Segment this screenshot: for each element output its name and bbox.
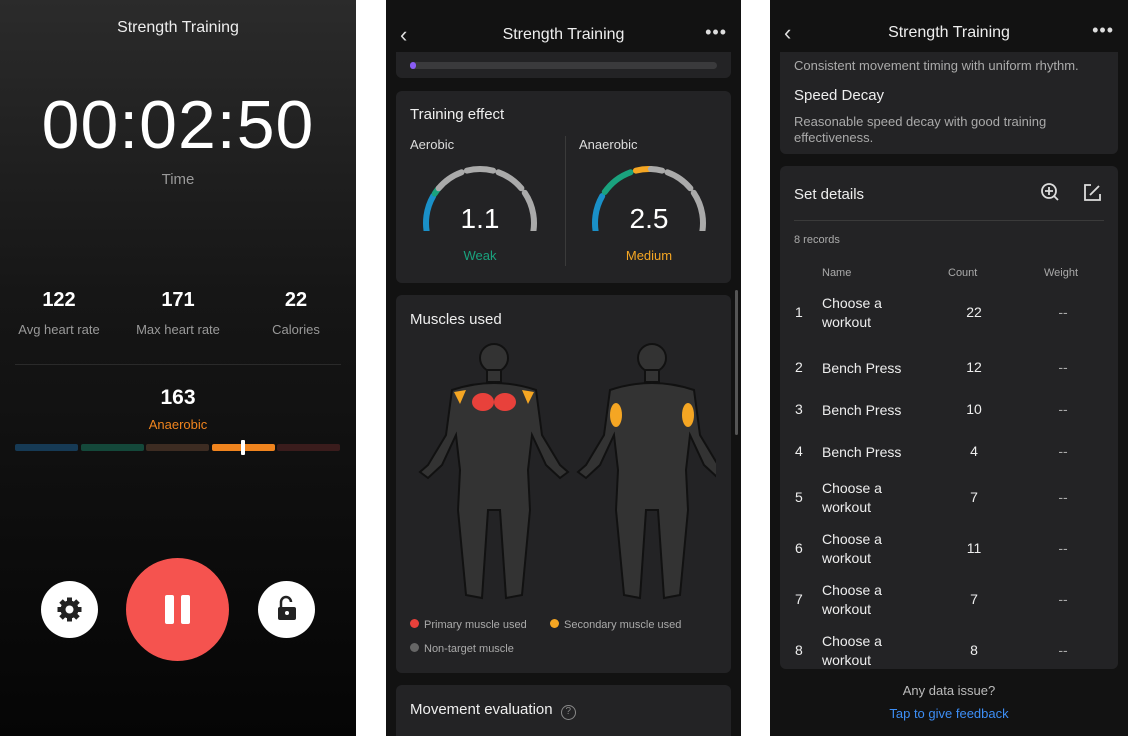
records-count: 8 records [794, 234, 840, 246]
speed-decay-text: Reasonable speed decay with good trainin… [794, 114, 1047, 145]
edit-icon[interactable] [1082, 182, 1102, 202]
stat-value: 171 [161, 289, 195, 311]
more-icon[interactable]: ••• [705, 22, 727, 42]
header: ‹ Strength Training ••• [386, 0, 741, 70]
help-icon[interactable]: ? [560, 705, 576, 720]
progress-bar [410, 62, 717, 69]
zone-segment [146, 444, 210, 451]
muscles-title: Muscles used [410, 311, 502, 328]
zone-segment [15, 444, 78, 451]
training-effect-card: Training effect Aerobic Anaerobic 1.1 2.… [396, 91, 731, 283]
gear-icon [57, 597, 82, 622]
unlock-icon [278, 595, 296, 620]
page-title: Strength Training [888, 24, 1010, 41]
legend-non-target: Non-target muscle [410, 643, 514, 655]
gauge-segment [664, 169, 694, 192]
rhythm-text: Consistent movement timing with uniform … [794, 58, 1079, 73]
stat-label: Calories [272, 322, 320, 337]
set-details-title: Set details [794, 186, 865, 203]
scrollbar[interactable] [735, 290, 738, 435]
set-details-card: Set details 8 records Name Count Weight … [780, 166, 1118, 669]
stat-1: 171 Max heart rate [118, 289, 238, 337]
stat-value: 122 [42, 289, 76, 311]
pause-button[interactable] [126, 558, 229, 661]
front-body [419, 343, 569, 599]
stat-label: Max heart rate [136, 322, 220, 337]
details-screen: Consistent movement timing with uniform … [770, 0, 1128, 736]
training-effect-title: Training effect [410, 106, 505, 123]
lock-button[interactable] [258, 581, 315, 638]
stat-2: 22 Calories [236, 289, 356, 337]
back-icon[interactable]: ‹ [784, 20, 792, 45]
gauge-segment [435, 169, 465, 192]
gauge-segment [463, 166, 497, 174]
zoom-in-icon[interactable] [1040, 182, 1060, 202]
back-icon[interactable]: ‹ [400, 22, 408, 47]
stat-value: 22 [284, 289, 308, 311]
progress-card [396, 52, 731, 78]
gauge-segment [601, 169, 634, 196]
gauge-segment [423, 193, 437, 231]
heart-rate-zone-bar [15, 440, 341, 455]
stat-0: 122 Avg heart rate [0, 289, 119, 337]
divider [565, 136, 566, 266]
anaerobic-gauge [592, 166, 706, 231]
gauge-segment [521, 189, 537, 231]
summary-screen: ‹ Strength Training ••• Training effect … [386, 0, 741, 736]
primary-muscle-chest [472, 393, 494, 411]
secondary-muscle-triceps [610, 403, 622, 427]
aerobic-label: Aerobic [410, 137, 455, 152]
legend-secondary: Secondary muscle used [550, 619, 681, 631]
divider [15, 364, 341, 365]
aerobic-gauge [423, 166, 537, 231]
muscles-card: Muscles used Primary muscle used Seconda… [396, 295, 731, 673]
gauge-segment [495, 169, 525, 192]
feedback-link[interactable]: Tap to give feedback [889, 706, 1009, 721]
time-label: Time [161, 171, 195, 188]
back-body [577, 343, 716, 599]
anaerobic-label: Anaerobic [579, 137, 638, 152]
gauge-segment [647, 166, 666, 174]
page-title: Strength Training [502, 26, 625, 43]
gauge-segment [690, 189, 706, 231]
legend-primary: Primary muscle used [410, 619, 527, 631]
more-icon[interactable]: ••• [1092, 20, 1114, 40]
stat-label: Avg heart rate [18, 322, 100, 337]
evaluation-card: Consistent movement timing with uniform … [780, 40, 1118, 154]
anaerobic-value: 2.5 [629, 203, 669, 234]
elapsed-time: 00:02:50 [41, 87, 315, 163]
workout-title: Strength Training [117, 19, 239, 36]
speed-decay-title: Speed Decay [794, 87, 885, 104]
aerobic-value: 1.1 [460, 203, 500, 234]
settings-button[interactable] [41, 581, 98, 638]
workout-screen: Strength Training 00:02:50 Time 122 Avg h… [0, 0, 356, 736]
gauge-segment [592, 193, 606, 231]
zone-segment [80, 444, 144, 451]
movement-title: Movement evaluation ? [410, 701, 576, 720]
heart-rate-zone: Anaerobic [148, 417, 208, 432]
zone-marker [241, 440, 246, 455]
header: ‹ Strength Training ••• [770, 0, 1128, 52]
heart-rate-value: 163 [160, 386, 196, 409]
divider [794, 220, 1104, 221]
movement-card: Movement evaluation ? [396, 685, 731, 736]
aerobic-level: Weak [463, 248, 497, 263]
muscle-map [419, 343, 716, 599]
feedback-question: Any data issue? [902, 683, 996, 698]
anaerobic-level: Medium [625, 248, 673, 263]
zone-segment [277, 444, 341, 451]
